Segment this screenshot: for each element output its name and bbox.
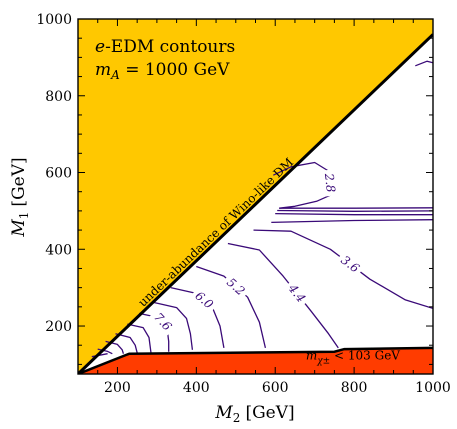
y-tick-labels: 200 400 600 800 1000 [36,12,72,335]
x-axis-unit: [GeV] [245,403,294,423]
y-axis-title: M1 [GeV] [9,157,31,237]
x-axis-symbol: M [214,403,233,423]
y-tick-label: 200 [45,319,72,335]
x-axis-title: M2 [GeV] [214,403,294,425]
x-tick-label: 800 [341,380,368,396]
y-axis-symbol: M [9,219,29,238]
y-tick-label: 400 [45,242,72,258]
x-tick-label: 200 [104,380,131,396]
contour-label: 2.8 [322,172,338,194]
contour-label-background [335,250,365,278]
contour-line [275,212,433,216]
y-tick-label: 1000 [36,12,72,28]
chargino-label-subscript: χ± [316,357,330,367]
x-tick-labels: 200 400 600 800 1000 [104,380,451,396]
annotation-line-1: e-EDM contours [95,37,235,57]
contour-line [127,323,152,353]
contour-label-background [283,278,311,308]
chargino-label-symbol: m [306,349,317,363]
contour-line [196,265,267,349]
y-axis-unit: [GeV] [9,157,29,206]
x-tick-label: 1000 [415,380,451,396]
chargino-boundary-line [78,346,433,374]
wino-underabundance-region [78,19,433,374]
annotation-sub-a: A [110,68,120,82]
x-axis-subscript: 2 [233,411,241,425]
contour-line [152,301,194,350]
x-tick-label: 400 [183,380,210,396]
annotation-e: e [95,37,105,57]
y-axis-subscript: 1 [17,212,31,220]
contour-line [115,333,138,354]
contour-line [271,219,433,224]
y-tick-label: 800 [45,89,72,105]
axis-ticks [77,18,434,374]
annotation-ma-value: = 1000 GeV [120,60,230,80]
contour-line [97,348,113,355]
chargino-label-rest: < 103 GeV [330,349,400,363]
wino-boundary-line [78,33,433,374]
contour-label-background [148,307,177,337]
annotation-edm-text: -EDM contours [105,37,235,57]
contour-label-background [321,169,339,197]
contour-line [415,60,433,67]
contour-label-background [221,272,251,301]
contour-line [277,209,433,212]
x-tick-label: 600 [262,380,289,396]
annotation-m: m [95,60,111,80]
chargino-region-label: mχ± < 103 GeV [306,349,400,367]
y-tick-label: 600 [45,166,72,182]
annotation-line-2: mA = 1000 GeV [95,60,230,82]
contour-label-background [189,286,219,314]
